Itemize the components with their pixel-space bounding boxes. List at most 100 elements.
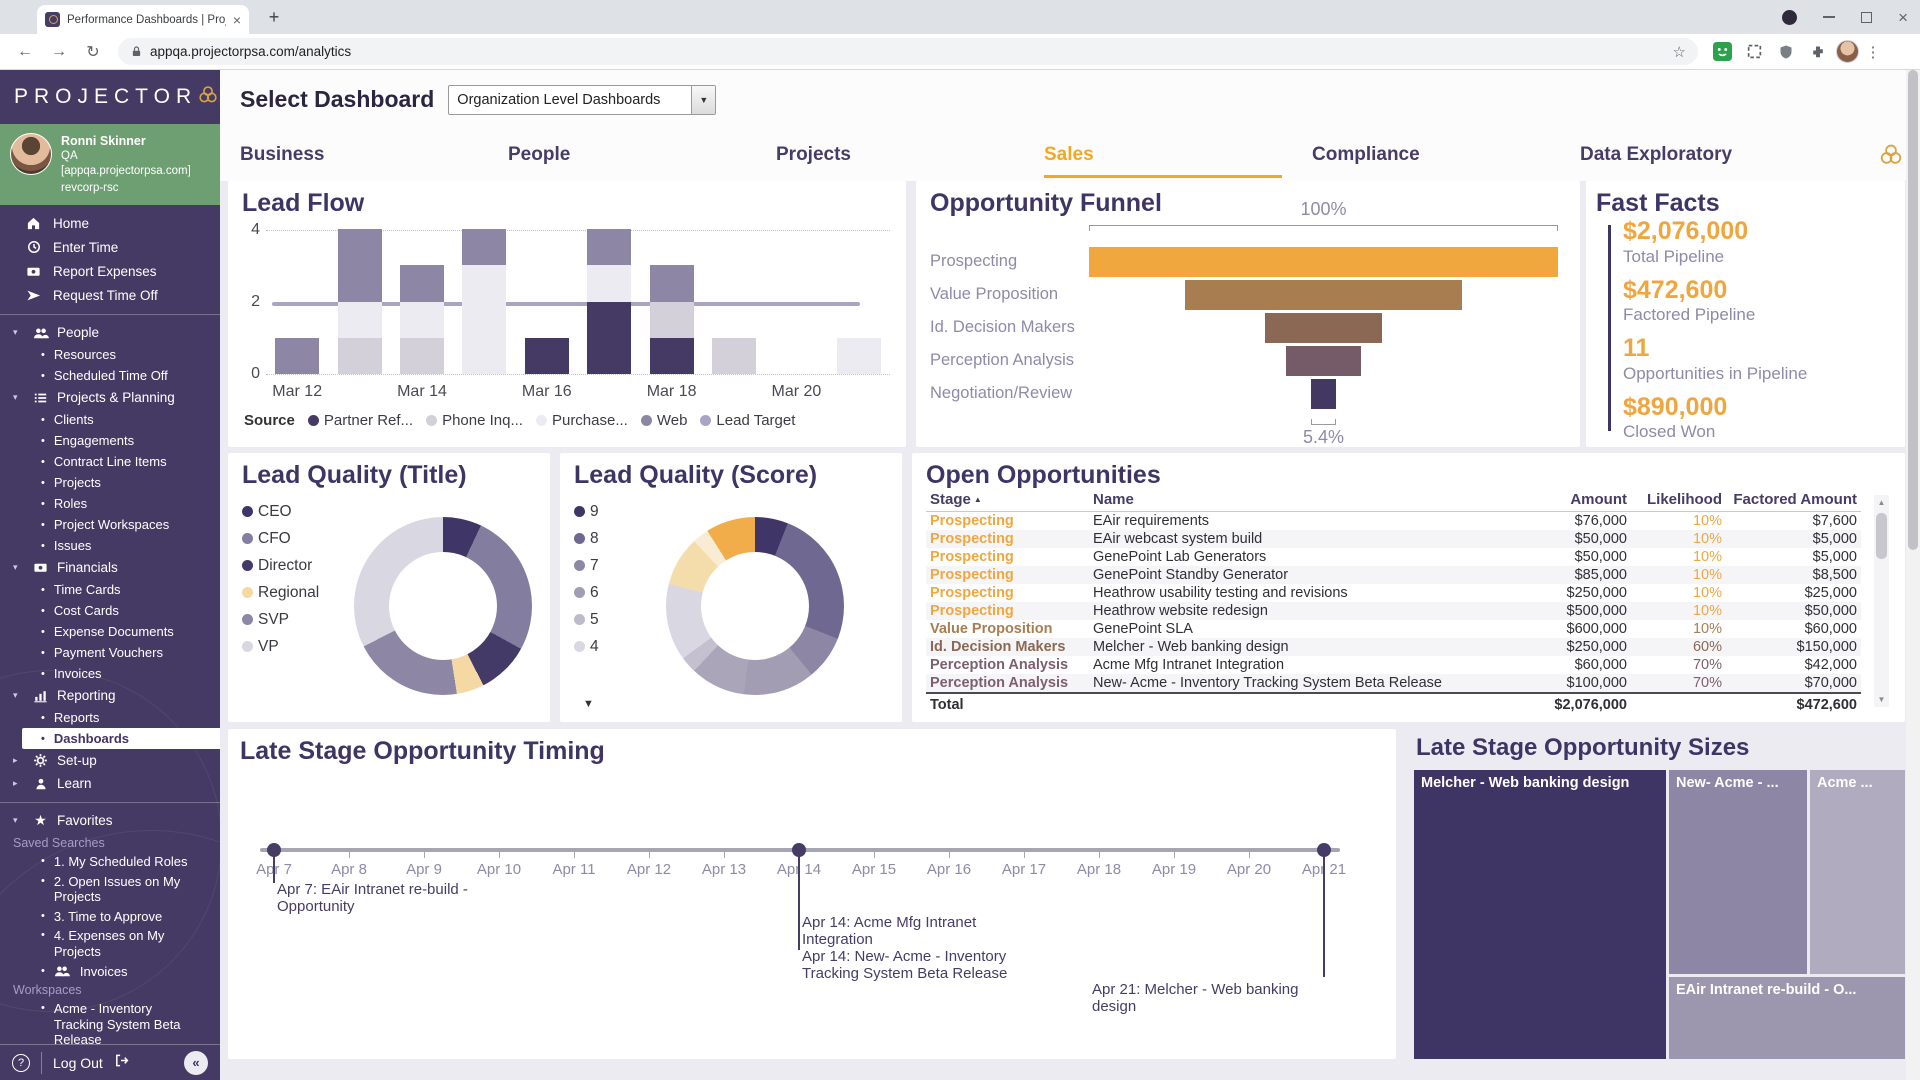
column-header-amount[interactable]: Amount [1519,489,1631,512]
capture-frame-icon[interactable] [1740,43,1768,60]
treemap-block[interactable]: Acme ... [1810,770,1905,974]
extension-smiley-icon[interactable] [1708,42,1736,61]
sidebar-collapse-button[interactable]: « [184,1050,208,1075]
browser-avatar[interactable] [1836,40,1859,63]
column-header-name[interactable]: Name [1089,489,1519,512]
treemap-block[interactable]: EAir Intranet re-build - O... [1669,977,1905,1059]
saved-search-item[interactable]: • Invoices [0,964,220,980]
table-row[interactable]: Prospecting GenePoint Lab Generators $50,0… [926,548,1861,566]
scroll-down-icon[interactable]: ▼ [1877,695,1886,704]
column-header-stage[interactable]: Stage ▲ [926,489,1089,512]
sidebar-section-people[interactable]: ▾ People [0,321,220,344]
chevron-down-icon: ▾ [13,815,18,826]
page-scrollbar-thumb[interactable] [1908,70,1918,550]
table-row[interactable]: Prospecting GenePoint Standby Generator $8… [926,566,1861,584]
table-header-row: Stage ▲ Name Amount Likelihood Factored Amoun… [926,489,1861,512]
reload-icon[interactable]: ↻ [86,43,100,61]
new-tab-button[interactable]: + [268,7,280,27]
sidebar-item-reports[interactable]: • Reports [0,707,220,728]
table-row[interactable]: Prospecting Heathrow usability testing an… [926,584,1861,602]
user-profile-card[interactable]: Ronni Skinner QA [appqa.projectorpsa.com… [0,124,220,206]
sidebar-item-enter-time[interactable]: Enter Time [0,235,220,259]
browser-menu-icon[interactable]: ⋮ [1865,43,1881,61]
profile-badge-icon[interactable] [1782,9,1798,25]
sidebar-section-learn[interactable]: ▸ Learn [0,772,220,795]
scroll-up-icon[interactable]: ▲ [1877,498,1886,507]
sidebar-item-resources[interactable]: • Resources [0,344,220,365]
tab-projects[interactable]: Projects [776,129,1044,181]
funnel-stage-label: Id. Decision Makers [930,318,1075,336]
table-row[interactable]: Prospecting Heathrow website redesign $500… [926,602,1861,620]
total-cell [1631,692,1726,714]
minimize-icon[interactable] [1823,16,1836,18]
workspace-item[interactable]: • Acme - Inventory Tracking System Beta R… [0,1001,220,1048]
sidebar-item-payment-vouchers[interactable]: • Payment Vouchers [0,642,220,663]
tab-compliance[interactable]: Compliance [1312,129,1580,181]
sidebar-item-cost-cards[interactable]: • Cost Cards [0,600,220,621]
sidebar-section-favorites[interactable]: ▾ ★ Favorites [0,809,220,832]
sidebar-item-report-expenses[interactable]: Report Expenses [0,259,220,283]
forward-icon[interactable]: → [51,42,67,60]
sidebar-item-expense-documents[interactable]: • Expense Documents [0,621,220,642]
sidebar-item-project-workspaces[interactable]: • Project Workspaces [0,514,220,535]
table-row[interactable]: Perception Analysis Acme Mfg Intranet Int… [926,656,1861,674]
sidebar-item-scheduled-time-off[interactable]: • Scheduled Time Off [0,365,220,386]
maximize-icon[interactable] [1861,11,1873,23]
sidebar-item-time-cards[interactable]: • Time Cards [0,579,220,600]
sidebar-item-contract-line-items[interactable]: • Contract Line Items [0,451,220,472]
sidebar-section-financials[interactable]: ▾ Financials [0,556,220,579]
sidebar-item-engagements[interactable]: • Engagements [0,430,220,451]
dashboard-select[interactable]: Organization Level Dashboards ▼ [448,84,717,115]
sidebar-item-clients[interactable]: • Clients [0,409,220,430]
sidebar-item-projects[interactable]: • Projects [0,472,220,493]
table-row[interactable]: Prospecting EAir webcast system build $50,… [926,530,1861,548]
sidebar-item-issues[interactable]: • Issues [0,535,220,556]
help-icon[interactable]: ? [12,1053,30,1072]
sidebar-item-request-time-off[interactable]: Request Time Off [0,283,220,307]
sidebar-section-set-up[interactable]: ▸ Set-up [0,749,220,772]
scrollbar-thumb[interactable] [1876,513,1887,559]
leadflow-bar-segment [462,265,507,374]
treemap-block[interactable]: Melcher - Web banking design [1414,770,1666,1059]
saved-search-item[interactable]: • 1. My Scheduled Roles [0,854,220,870]
milestone-dot[interactable] [1317,843,1331,857]
table-row[interactable]: Value Proposition GenePoint SLA $600,000 10… [926,620,1861,638]
back-icon[interactable]: ← [17,42,33,60]
milestone-dot[interactable] [792,843,806,857]
close-window-icon[interactable]: × [1898,7,1908,27]
legend-more-icon[interactable]: ▼ [583,698,594,710]
sidebar-item-home[interactable]: Home [0,211,220,235]
table-row[interactable]: Prospecting EAir requirements $76,000 10% $7… [926,512,1861,531]
tab-sales[interactable]: Sales [1044,129,1312,181]
tab-data-exploratory[interactable]: Data Exploratory [1580,129,1848,181]
address-bar[interactable]: appqa.projectorpsa.com/analytics ☆ [118,38,1698,65]
legend-item: SVP [242,611,319,629]
sidebar-item-roles[interactable]: • Roles [0,493,220,514]
milestone-dot[interactable] [267,843,281,857]
logout-button[interactable]: Log Out [53,1054,103,1071]
logout-icon[interactable] [114,1053,129,1073]
tab-business[interactable]: Business [240,129,508,181]
column-header-factored-amount[interactable]: Factored Amount [1726,489,1861,512]
saved-search-item[interactable]: • 4. Expenses on My Projects [0,928,220,959]
page-scrollbar[interactable] [1906,70,1920,1080]
sidebar-item-dashboards[interactable]: • Dashboards [22,728,220,750]
saved-search-item[interactable]: • 2. Open Issues on My Projects [0,874,220,905]
extensions-puzzle-icon[interactable] [1804,44,1832,60]
tab-people[interactable]: People [508,129,776,181]
sidebar-item-invoices[interactable]: • Invoices [0,663,220,684]
sidebar-section-reporting[interactable]: ▾ Reporting [0,684,220,707]
sidebar-item-label: Invoices [53,666,102,682]
column-header-likelihood[interactable]: Likelihood [1631,489,1726,512]
table-row[interactable]: Id. Decision Makers Melcher - Web banking… [926,638,1861,656]
sidebar-section-projects-planning[interactable]: ▾ Projects & Planning [0,386,220,409]
shield-icon[interactable] [1772,44,1800,60]
bookmark-star-icon[interactable]: ☆ [1672,43,1686,61]
saved-search-item[interactable]: • 3. Time to Approve [0,909,220,925]
dropdown-arrow-icon[interactable]: ▼ [691,85,716,114]
browser-tab[interactable]: Performance Dashboards | Proje × [37,5,249,34]
treemap-block[interactable]: New- Acme - ... [1669,770,1807,974]
table-row[interactable]: Perception Analysis New- Acme - Inventory… [926,674,1861,693]
tab-close-icon[interactable]: × [232,11,241,28]
table-scrollbar[interactable]: ▲ ▼ [1874,495,1889,707]
